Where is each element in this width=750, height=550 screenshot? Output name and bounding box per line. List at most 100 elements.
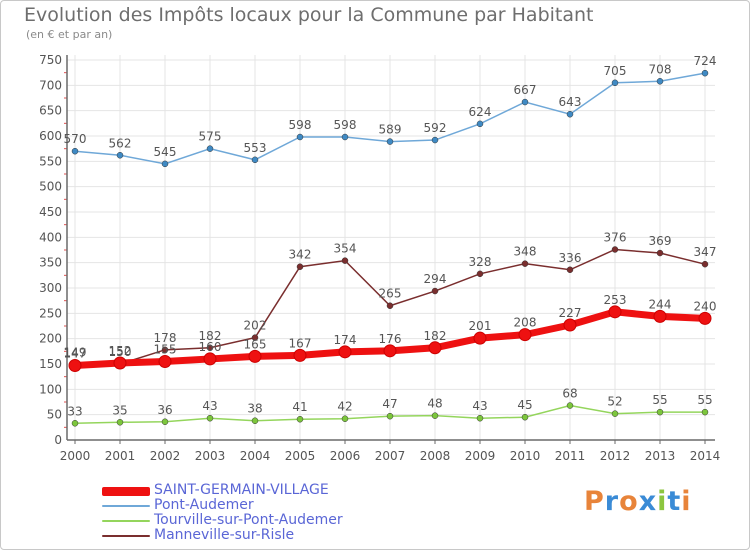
- logo-letter: P: [584, 486, 605, 517]
- data-label-layer: 570 562 545 575 553 598 598 589 592 624 667 643 705 7…: [64, 54, 717, 418]
- legend-swatch-saint-germain-village: [102, 487, 150, 496]
- data-point-manneville-sur-risle: [611, 246, 619, 253]
- data-point-saint-germain-village: [248, 349, 262, 363]
- series-layer: [68, 69, 712, 427]
- data-label-tourville-sur-pont-audemer: 42: [337, 400, 352, 414]
- data-point-tourville-sur-pont-audemer: [521, 413, 529, 421]
- data-point-tourville-sur-pont-audemer: [701, 408, 709, 416]
- axis-layer: 0 50 100 150 200 250 300 350 400 450 500 550 600 650 7…: [39, 53, 720, 463]
- data-point-pont-audemer: [521, 98, 529, 106]
- data-point-tourville-sur-pont-audemer: [566, 402, 574, 409]
- data-point-saint-germain-village: [698, 311, 712, 325]
- x-tick-label: 2001: [105, 449, 136, 463]
- data-point-tourville-sur-pont-audemer: [341, 415, 349, 422]
- data-point-pont-audemer: [116, 152, 124, 159]
- data-point-manneville-sur-risle: [161, 346, 169, 354]
- data-label-pont-audemer: 589: [379, 123, 402, 137]
- y-tick-label: 200: [39, 332, 62, 346]
- data-point-pont-audemer: [296, 133, 304, 141]
- data-label-saint-germain-village: 182: [424, 329, 447, 343]
- data-label-manneville-sur-risle: 336: [559, 251, 582, 265]
- data-label-pont-audemer: 624: [469, 105, 492, 119]
- y-tick-label: 350: [39, 256, 62, 270]
- data-point-manneville-sur-risle: [251, 334, 259, 341]
- logo-letter: r: [604, 486, 620, 517]
- data-point-saint-germain-village: [68, 359, 82, 373]
- y-tick-label: 450: [39, 205, 62, 219]
- logo-letter: t: [667, 486, 682, 517]
- data-label-manneville-sur-risle: 354: [334, 242, 357, 256]
- grid-layer: [67, 55, 715, 441]
- data-label-manneville-sur-risle: 376: [604, 230, 627, 244]
- data-point-saint-germain-village: [158, 354, 172, 368]
- x-tick-label: 2013: [645, 449, 676, 463]
- legend-label: Manneville-sur-Risle: [154, 527, 295, 543]
- data-label-pont-audemer: 643: [559, 95, 582, 109]
- data-label-tourville-sur-pont-audemer: 43: [202, 399, 217, 413]
- y-tick-label: 600: [39, 129, 62, 143]
- x-tick-label: 2012: [600, 449, 631, 463]
- data-point-tourville-sur-pont-audemer: [116, 419, 124, 426]
- data-point-pont-audemer: [251, 156, 259, 164]
- data-point-saint-germain-village: [518, 328, 532, 342]
- data-label-pont-audemer: 562: [109, 136, 132, 150]
- data-label-manneville-sur-risle: 342: [289, 248, 312, 262]
- data-point-pont-audemer: [386, 138, 394, 145]
- x-tick-label: 2003: [195, 449, 226, 463]
- x-tick-label: 2002: [150, 449, 181, 463]
- data-point-manneville-sur-risle: [476, 270, 484, 278]
- data-point-saint-germain-village: [473, 331, 487, 345]
- legend-swatch-tourville: [102, 520, 150, 522]
- data-point-manneville-sur-risle: [386, 302, 394, 309]
- y-tick-label: 50: [47, 408, 62, 422]
- x-tick-label: 2014: [690, 449, 721, 463]
- data-label-manneville-sur-risle: 369: [649, 234, 672, 248]
- data-label-saint-germain-village: 208: [514, 316, 537, 330]
- data-point-pont-audemer: [206, 145, 214, 152]
- data-label-tourville-sur-pont-audemer: 55: [652, 393, 667, 407]
- data-label-saint-germain-village: 244: [649, 297, 672, 311]
- data-label-pont-audemer: 575: [199, 130, 222, 144]
- y-tick-label: 700: [39, 78, 62, 92]
- data-label-pont-audemer: 598: [289, 118, 312, 132]
- data-point-saint-germain-village: [428, 341, 442, 355]
- data-label-pont-audemer: 708: [649, 62, 672, 76]
- data-label-tourville-sur-pont-audemer: 45: [517, 398, 532, 412]
- data-point-tourville-sur-pont-audemer: [476, 414, 484, 422]
- data-label-saint-germain-village: 201: [469, 319, 492, 333]
- data-point-saint-germain-village: [293, 348, 307, 362]
- data-label-saint-germain-village: 253: [604, 293, 627, 307]
- x-tick-label: 2009: [465, 449, 496, 463]
- x-tick-label: 2010: [510, 449, 541, 463]
- data-point-pont-audemer: [701, 69, 709, 77]
- data-point-tourville-sur-pont-audemer: [656, 408, 664, 416]
- data-label-saint-germain-village: 176: [379, 332, 402, 346]
- data-point-manneville-sur-risle: [296, 263, 304, 270]
- legend-label: Pont-Audemer: [154, 497, 254, 513]
- data-point-pont-audemer: [341, 133, 349, 141]
- data-point-manneville-sur-risle: [701, 260, 709, 268]
- y-tick-label: 100: [39, 382, 62, 396]
- y-tick-label: 400: [39, 230, 62, 244]
- data-point-tourville-sur-pont-audemer: [386, 412, 394, 420]
- data-point-saint-germain-village: [113, 356, 127, 370]
- data-point-saint-germain-village: [653, 309, 667, 323]
- x-tick-label: 2008: [420, 449, 451, 463]
- data-label-tourville-sur-pont-audemer: 41: [292, 400, 307, 414]
- legend-swatch-pont-audemer: [102, 505, 150, 507]
- y-tick-label: 0: [54, 433, 62, 447]
- line-chart: 0 50 100 150 200 250 300 350 400 450 500 550 600 650 7…: [39, 53, 720, 463]
- data-point-pont-audemer: [161, 160, 169, 168]
- data-label-manneville-sur-risle: 202: [244, 319, 267, 333]
- data-point-saint-germain-village: [608, 305, 622, 319]
- data-point-tourville-sur-pont-audemer: [251, 417, 259, 424]
- data-label-saint-germain-village: 167: [289, 336, 312, 350]
- data-label-manneville-sur-risle: 328: [469, 255, 492, 269]
- data-point-manneville-sur-risle: [656, 249, 664, 257]
- data-point-manneville-sur-risle: [206, 344, 214, 352]
- data-label-pont-audemer: 553: [244, 141, 267, 155]
- data-point-pont-audemer: [656, 78, 664, 85]
- data-label-pont-audemer: 667: [514, 83, 537, 97]
- data-label-tourville-sur-pont-audemer: 35: [112, 403, 127, 417]
- y-tick-label: 550: [39, 154, 62, 168]
